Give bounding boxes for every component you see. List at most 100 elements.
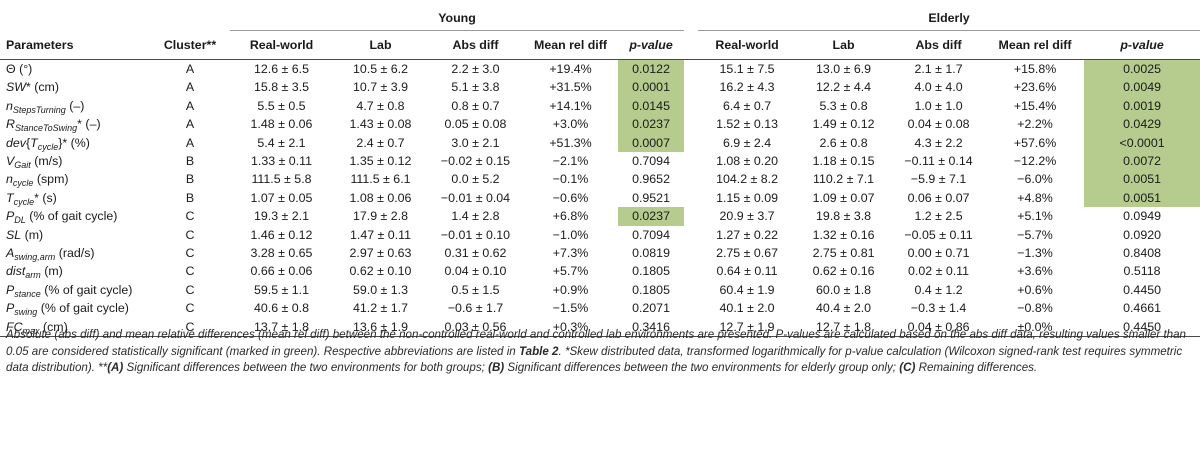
cell-parameter: RStanceToSwing* (–) (6, 117, 101, 134)
cell-elderly-lab: 12.7 ± 1.8 (796, 317, 892, 338)
cell-young-mean-rel-diff: +51.3% (549, 135, 592, 150)
cell-young-real-world: 0.66 ± 0.06 (250, 264, 313, 279)
cell-cluster: B (185, 190, 195, 205)
spacer (684, 134, 698, 152)
cell-young-mean-rel-diff: +3.0% (552, 117, 589, 132)
col-young-p-value: p-value (629, 38, 673, 52)
cell-young-mean-rel-diff: −1.0% (552, 227, 589, 242)
spacer (684, 244, 698, 262)
table-row: RStanceToSwing* (–) A 1.48 ± 0.06 1.43 ± 0.… (0, 115, 1200, 134)
table-body: Θ (°) A 12.6 ± 6.5 10.5 ± 6.2 2.2 ± 3.0 +19.4… (0, 59, 1200, 338)
cell-young-mean-rel-diff: −0.6% (552, 190, 589, 205)
cell-young-mean-rel-diff: +7.3% (552, 246, 589, 261)
cell-elderly-abs-diff: 1.2 ± 2.5 (914, 209, 963, 224)
results-table: Young Elderly Parameters Cluster** Real-… (0, 6, 1200, 338)
cell-young-p-value-significant: 0.0237 (618, 115, 685, 134)
cell-elderly-lab: 1.09 ± 0.07 (812, 190, 875, 205)
cell-elderly-lab: 1.32 ± 0.16 (812, 227, 875, 242)
cell-young-p-value-significant: 0.0007 (618, 133, 685, 153)
cell-cluster: C (185, 264, 195, 279)
cell-parameter: dev{Tcycle}* (%) (6, 135, 90, 152)
cell-young-p-value: 0.1805 (632, 264, 670, 279)
cell-young-lab: 10.5 ± 6.2 (352, 62, 409, 76)
cell-elderly-lab: 1.18 ± 0.15 (812, 154, 875, 169)
cell-young-real-world: 1.46 ± 0.12 (250, 227, 313, 242)
cell-young-lab: 2.4 ± 0.7 (356, 135, 405, 150)
cell-young-real-world: 40.6 ± 0.8 (253, 301, 310, 316)
cell-cluster: C (185, 209, 195, 224)
table-row: SL (m) C 1.46 ± 0.12 1.47 ± 0.11 −0.01 ± 0.1… (0, 226, 1200, 244)
cell-parameter: distarm (m) (6, 264, 63, 281)
cell-elderly-real-world: 20.9 ± 3.7 (719, 209, 775, 224)
cell-young-abs-diff: 3.0 ± 2.1 (451, 135, 500, 150)
cell-elderly-mean-rel-diff: ±0.0% (986, 317, 1085, 338)
spacer (684, 299, 698, 317)
cell-elderly-p-value: 0.0949 (1123, 209, 1161, 224)
table-row: FCmax (cm) C 13.7 ± 1.8 13.6 ± 1.9 0.03 ± 0.… (0, 317, 1200, 338)
cell-young-p-value: 0.9652 (632, 172, 670, 187)
table-row: Tcycle* (s) B 1.07 ± 0.05 1.08 ± 0.06 −0.01 … (0, 188, 1200, 208)
cell-parameter: VGait (m/s) (6, 154, 63, 171)
cell-young-mean-rel-diff: +5.7% (552, 264, 589, 279)
cell-elderly-lab: 110.2 ± 7.1 (813, 172, 875, 187)
cell-young-p-value: 0.0819 (632, 246, 670, 261)
cell-young-abs-diff: −0.01 ± 0.04 (440, 190, 511, 205)
cell-elderly-p-value: 0.4450 (1084, 317, 1200, 338)
cell-young-real-world: 12.6 ± 6.5 (253, 62, 310, 76)
column-header-row: Parameters Cluster** Real-world Lab Abs … (0, 31, 1200, 60)
col-cluster: Cluster** (163, 37, 217, 52)
table-row: Θ (°) A 12.6 ± 6.5 10.5 ± 6.2 2.2 ± 3.0 +19.4… (0, 59, 1200, 79)
col-young-lab: Lab (369, 38, 392, 52)
cell-young-abs-diff: 5.1 ± 3.8 (451, 80, 500, 95)
cell-young-abs-diff: −0.01 ± 0.10 (440, 227, 511, 242)
cell-elderly-p-value: 0.5118 (1123, 264, 1161, 279)
spacer (684, 115, 698, 133)
cell-elderly-p-value: 0.4450 (1123, 282, 1161, 297)
table-footnote: Absolute (abs diff) and mean relative di… (6, 328, 1187, 374)
cell-elderly-abs-diff: −0.3 ± 1.4 (910, 301, 967, 316)
cell-elderly-mean-rel-diff: +15.4% (1013, 98, 1057, 113)
cell-young-lab: 1.47 ± 0.11 (350, 227, 411, 242)
col-elderly-p-value: p-value (1120, 38, 1164, 52)
cell-young-abs-diff: 0.05 ± 0.08 (444, 117, 507, 132)
table-row: Pstance (% of gait cycle) C 59.5 ± 1.1 59.0… (0, 281, 1200, 299)
cell-young-lab: 1.43 ± 0.08 (349, 117, 412, 132)
col-parameters: Parameters (6, 37, 74, 52)
cell-elderly-p-value-significant: 0.0025 (1084, 59, 1200, 79)
cell-cluster: B (185, 172, 195, 187)
cell-young-abs-diff: 1.4 ± 2.8 (451, 209, 500, 224)
cell-elderly-p-value-significant: 0.0429 (1084, 115, 1200, 134)
cell-young-abs-diff: 0.0 ± 5.2 (451, 172, 500, 187)
cell-elderly-mean-rel-diff: +0.6% (1017, 282, 1053, 297)
cell-young-mean-rel-diff: −0.1% (552, 172, 589, 187)
cell-young-mean-rel-diff: −1.5% (552, 301, 589, 316)
col-elderly-mean-rel-diff: Mean rel diff (998, 38, 1072, 52)
cell-elderly-mean-rel-diff: −1.3% (1017, 246, 1053, 261)
cell-young-lab: 4.7 ± 0.8 (356, 98, 405, 113)
cell-young-p-value: 0.7094 (632, 227, 670, 242)
cell-young-abs-diff: 0.5 ± 1.5 (451, 282, 500, 297)
cell-elderly-lab: 13.0 ± 6.9 (816, 62, 872, 76)
table-row: Aswing,arm (rad/s) C 3.28 ± 0.65 2.97 ± 0.6… (0, 244, 1200, 262)
cell-cluster: C (185, 227, 195, 242)
table-row: Pswing (% of gait cycle) C 40.6 ± 0.8 41.2 … (0, 299, 1200, 317)
col-young-real-world: Real-world (249, 38, 314, 52)
cell-elderly-abs-diff: 0.4 ± 1.2 (914, 282, 963, 297)
cell-elderly-p-value-significant: 0.0049 (1084, 78, 1200, 97)
cell-cluster: A (185, 98, 195, 113)
cell-elderly-p-value-significant: 0.0019 (1084, 96, 1200, 116)
col-elderly-real-world: Real-world (715, 38, 779, 52)
cell-young-p-value: 0.1805 (632, 282, 670, 297)
cell-cluster: B (185, 154, 195, 169)
cell-young-mean-rel-diff: −2.1% (552, 154, 589, 169)
cell-cluster: C (185, 246, 195, 261)
cell-young-real-world: 1.07 ± 0.05 (250, 190, 313, 205)
cell-elderly-p-value-significant: 0.0051 (1084, 170, 1200, 189)
cell-elderly-real-world: 1.08 ± 0.20 (716, 154, 778, 169)
group-young: Young (230, 6, 685, 31)
cell-parameter: Θ (°) (6, 62, 33, 76)
spacer (684, 97, 698, 115)
cell-parameter: SL (m) (6, 227, 44, 242)
cell-parameter: Pswing (% of gait cycle) (6, 301, 129, 318)
